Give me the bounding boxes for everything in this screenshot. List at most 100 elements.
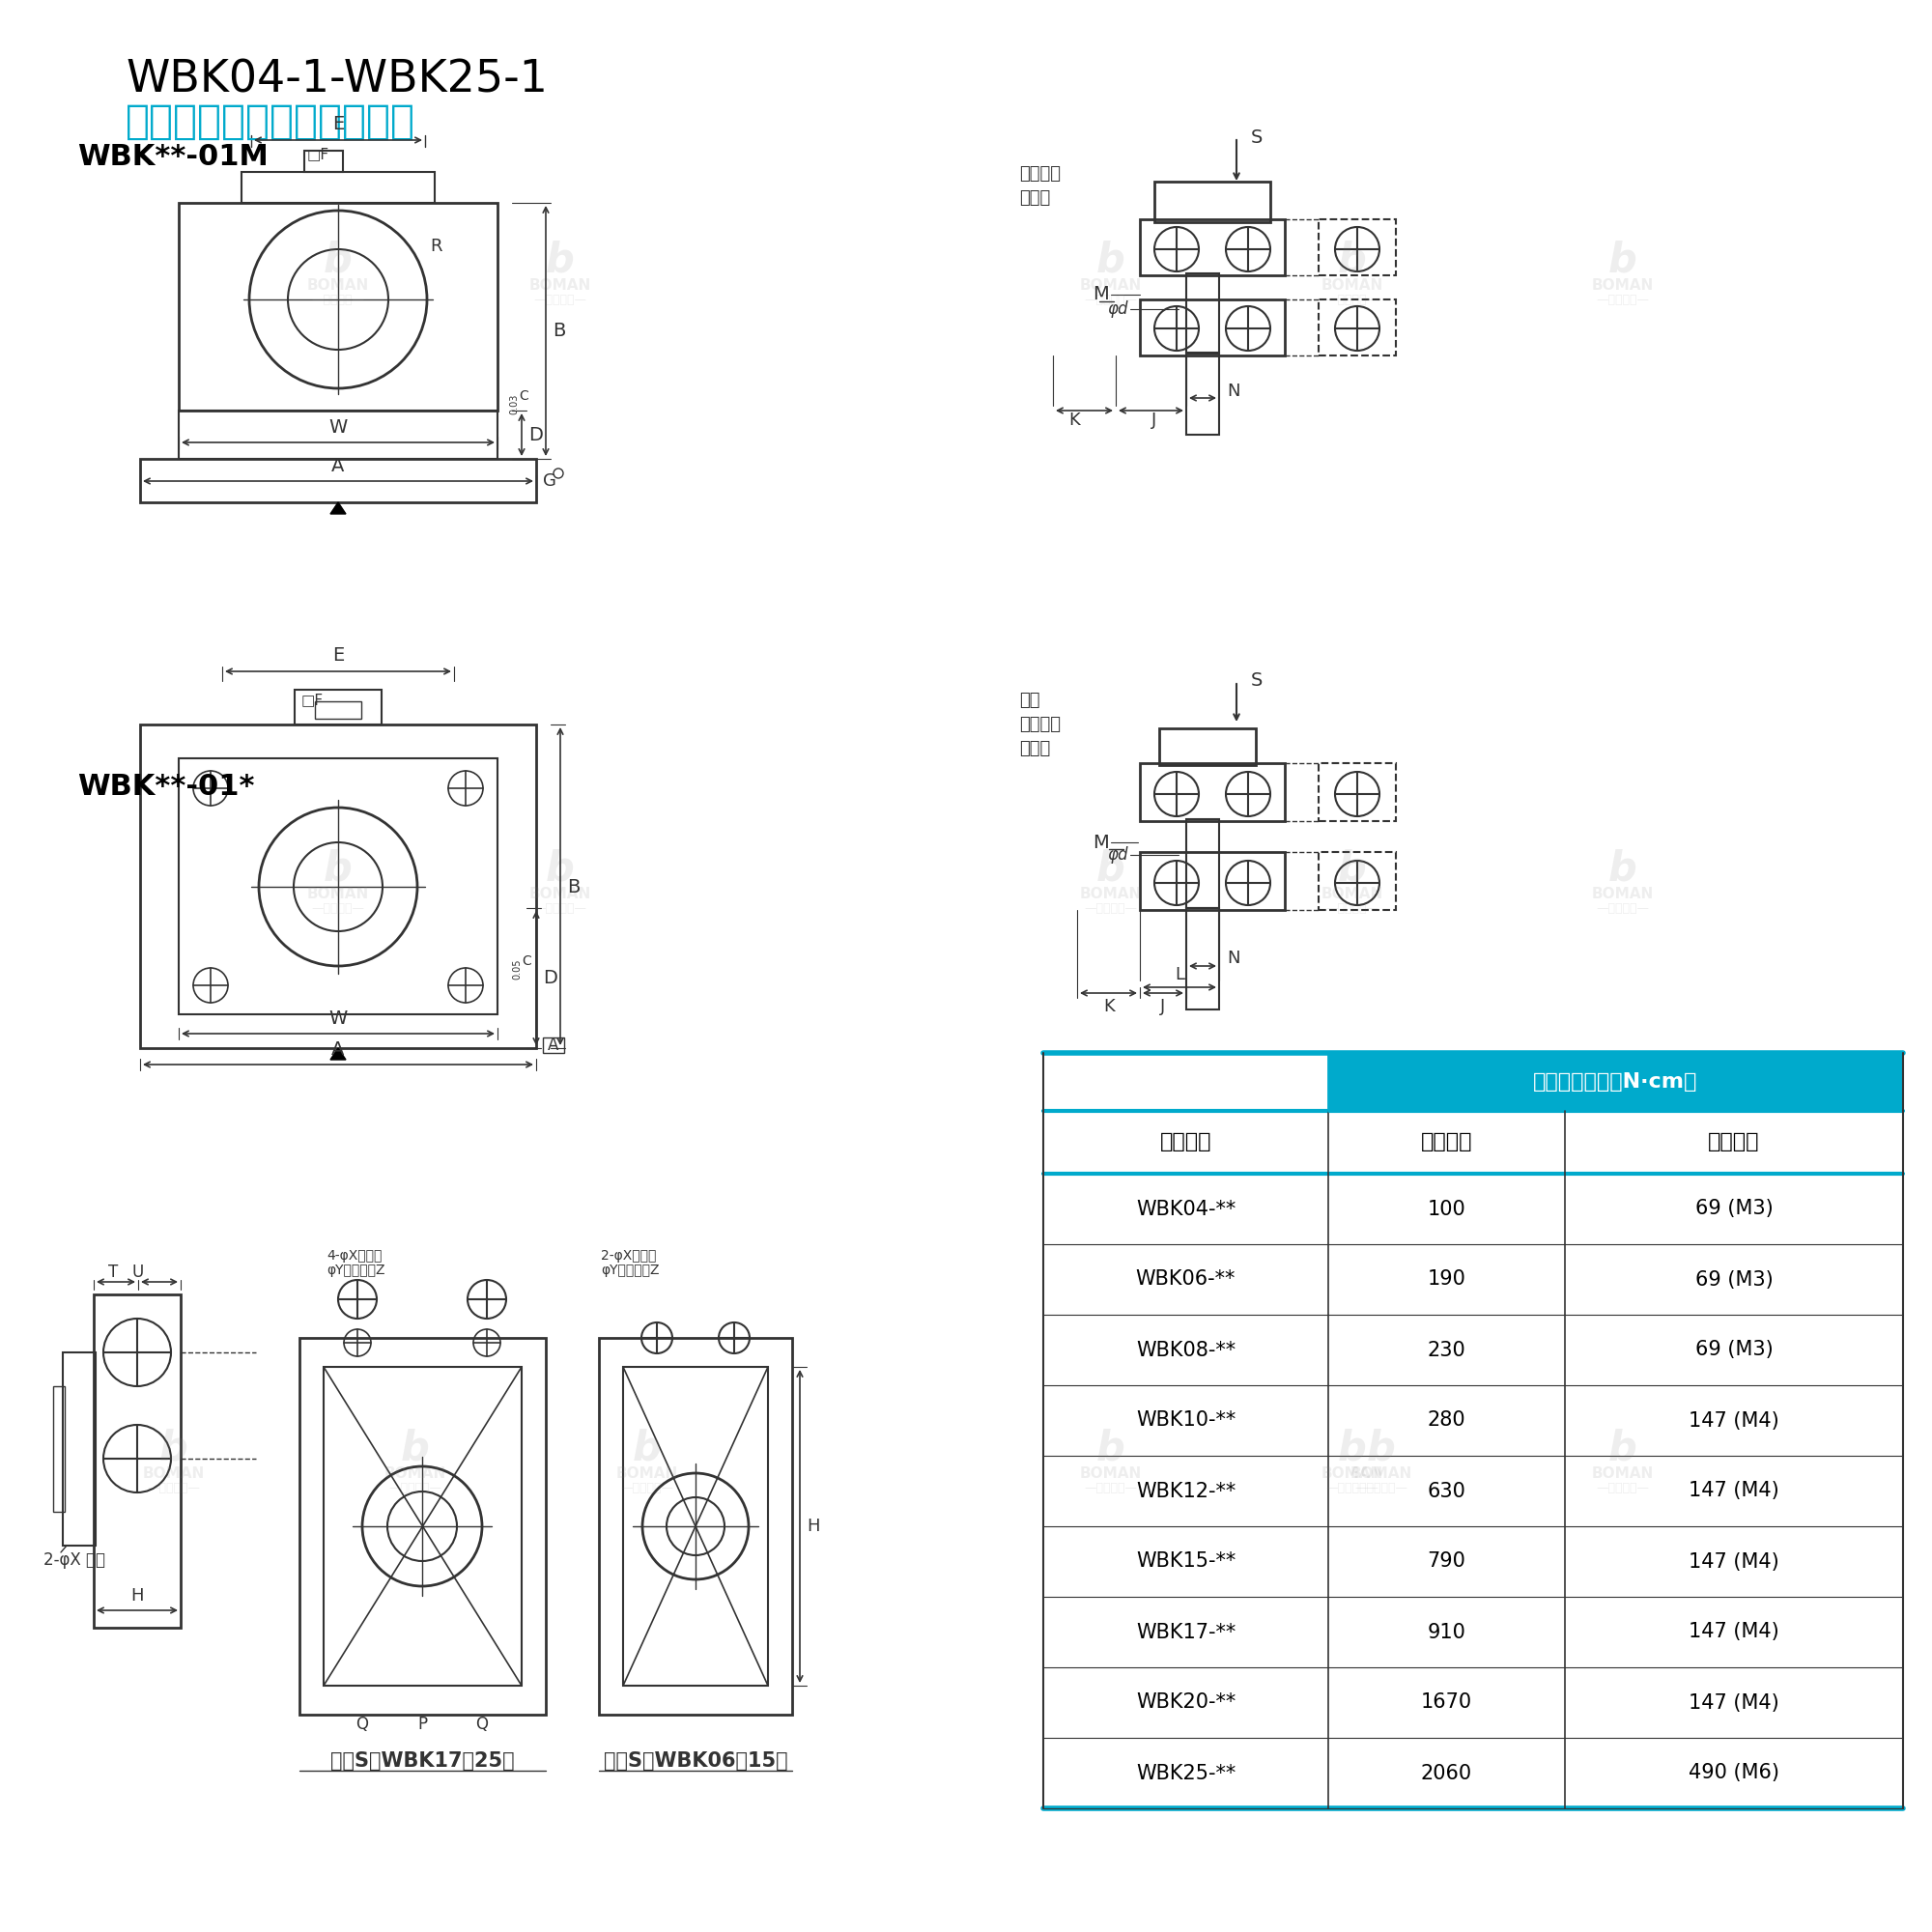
Text: Q: Q (475, 1716, 489, 1733)
Bar (543, 1037, 564, 1053)
Text: BOMAN: BOMAN (307, 278, 369, 292)
Text: 止动螺杆: 止动螺杆 (1020, 715, 1061, 732)
Bar (1318, 218, 1395, 274)
Text: 147 (M4): 147 (M4) (1689, 1410, 1779, 1430)
Text: D: D (529, 425, 543, 444)
Text: BOMAN: BOMAN (1350, 1466, 1412, 1480)
Text: b: b (325, 850, 352, 889)
Text: 100: 100 (1428, 1200, 1466, 1219)
Text: b: b (1609, 850, 1636, 889)
Text: 俯视S（WBK17～25）: 俯视S（WBK17～25） (330, 1750, 514, 1770)
Text: T: T (108, 1264, 118, 1281)
Text: E: E (332, 645, 344, 665)
Text: b: b (547, 240, 574, 280)
Text: 2-φX 通孔: 2-φX 通孔 (43, 1551, 104, 1569)
Text: BOMAN: BOMAN (307, 887, 369, 900)
Text: L: L (1175, 966, 1184, 983)
Text: BOMAN: BOMAN (1592, 1466, 1654, 1480)
Text: —勃磁工业—: —勃磁工业— (533, 294, 587, 305)
Bar (139, 458, 537, 502)
Text: b: b (1609, 1430, 1636, 1468)
Text: BOMAN: BOMAN (1321, 1466, 1383, 1480)
Text: G: G (543, 471, 556, 489)
Text: BOMAN: BOMAN (1080, 278, 1142, 292)
Text: U: U (131, 1264, 145, 1281)
Bar (1140, 218, 1285, 274)
Text: 公称型号: 公称型号 (1159, 1132, 1211, 1151)
Bar (178, 412, 498, 458)
Text: —勃磁工业—: —勃磁工业— (1084, 1482, 1138, 1493)
Text: b: b (1368, 1430, 1395, 1468)
Text: b: b (1097, 1430, 1124, 1468)
Text: M: M (1094, 833, 1109, 852)
Text: H: H (131, 1588, 143, 1604)
Text: b: b (547, 850, 574, 889)
Text: 69 (M3): 69 (M3) (1694, 1341, 1774, 1360)
Bar (1186, 354, 1219, 435)
Polygon shape (330, 502, 346, 514)
Bar (325, 1368, 522, 1685)
Text: BOMAN: BOMAN (529, 887, 591, 900)
Text: W: W (328, 1009, 348, 1028)
Text: A: A (549, 1036, 558, 1055)
Text: —勃磁工业—: —勃磁工业— (1325, 1482, 1379, 1493)
Text: —勃磁工业—: —勃磁工业— (1596, 1482, 1650, 1493)
Bar (305, 151, 344, 172)
Text: φY沉孔深度Z: φY沉孔深度Z (327, 1264, 384, 1277)
Text: WBK25-**: WBK25-** (1136, 1764, 1236, 1783)
Polygon shape (330, 1047, 346, 1059)
Text: S: S (1252, 672, 1264, 690)
Text: WBK04-**: WBK04-** (1136, 1200, 1236, 1219)
Text: B: B (568, 877, 580, 896)
Bar (1186, 908, 1219, 1009)
Bar (1155, 182, 1271, 222)
Text: 俯视S（WBK06～15）: 俯视S（WBK06～15） (603, 1750, 788, 1770)
Text: φd: φd (1107, 846, 1128, 864)
Text: □F: □F (307, 147, 330, 162)
Text: BOMAN: BOMAN (1592, 278, 1654, 292)
Text: 190: 190 (1428, 1269, 1466, 1289)
Text: 490 (M6): 490 (M6) (1689, 1764, 1779, 1783)
Text: 69 (M3): 69 (M3) (1694, 1269, 1774, 1289)
Text: C: C (518, 390, 527, 404)
Text: S: S (1252, 128, 1264, 147)
Text: P: P (417, 1716, 427, 1733)
Text: b: b (402, 1430, 429, 1468)
Text: —勃磁工业—: —勃磁工业— (1325, 294, 1379, 305)
Text: φd: φd (1107, 299, 1128, 317)
Bar (1186, 272, 1219, 352)
Text: WBK10-**: WBK10-** (1136, 1410, 1236, 1430)
Text: 280: 280 (1428, 1410, 1466, 1430)
Text: —勃磁工业—: —勃磁工业— (311, 902, 365, 914)
Text: BOMAN: BOMAN (1592, 887, 1654, 900)
Text: BOMAN: BOMAN (143, 1466, 205, 1480)
Bar (1140, 763, 1285, 821)
Text: W: W (328, 419, 348, 437)
Text: WBK12-**: WBK12-** (1136, 1482, 1236, 1501)
Text: 定位块: 定位块 (1020, 189, 1051, 207)
Bar (1186, 819, 1219, 908)
Text: BOMAN: BOMAN (1080, 887, 1142, 900)
Text: 2060: 2060 (1420, 1764, 1472, 1783)
Text: 紧定螺钉: 紧定螺钉 (1708, 1132, 1760, 1151)
Text: 230: 230 (1428, 1341, 1466, 1360)
Text: 小型设备小负载用支撑单元: 小型设备小负载用支撑单元 (126, 100, 415, 143)
Text: b: b (1339, 240, 1366, 280)
Text: WBK17-**: WBK17-** (1136, 1623, 1236, 1642)
Text: BOMAN: BOMAN (384, 1466, 446, 1480)
Text: 4-φX通孔后: 4-φX通孔后 (327, 1250, 383, 1264)
Text: □F: □F (301, 694, 325, 707)
Text: 1670: 1670 (1420, 1692, 1472, 1712)
Text: —勃磁工业—: —勃磁工业— (1325, 902, 1379, 914)
Bar (62, 1352, 97, 1546)
Text: 147 (M4): 147 (M4) (1689, 1623, 1779, 1642)
Bar (139, 724, 537, 1047)
Text: 参考扔紧力矩［N·cm］: 参考扔紧力矩［N·cm］ (1534, 1072, 1698, 1092)
Bar (54, 1387, 66, 1511)
Text: WBK20-**: WBK20-** (1136, 1692, 1236, 1712)
Text: J: J (1161, 997, 1165, 1016)
Bar (242, 172, 435, 203)
Text: 压盖: 压盖 (1020, 692, 1039, 709)
Text: φY沉孔深度Z: φY沉孔深度Z (601, 1264, 659, 1277)
Text: BOMAN: BOMAN (616, 1466, 678, 1480)
